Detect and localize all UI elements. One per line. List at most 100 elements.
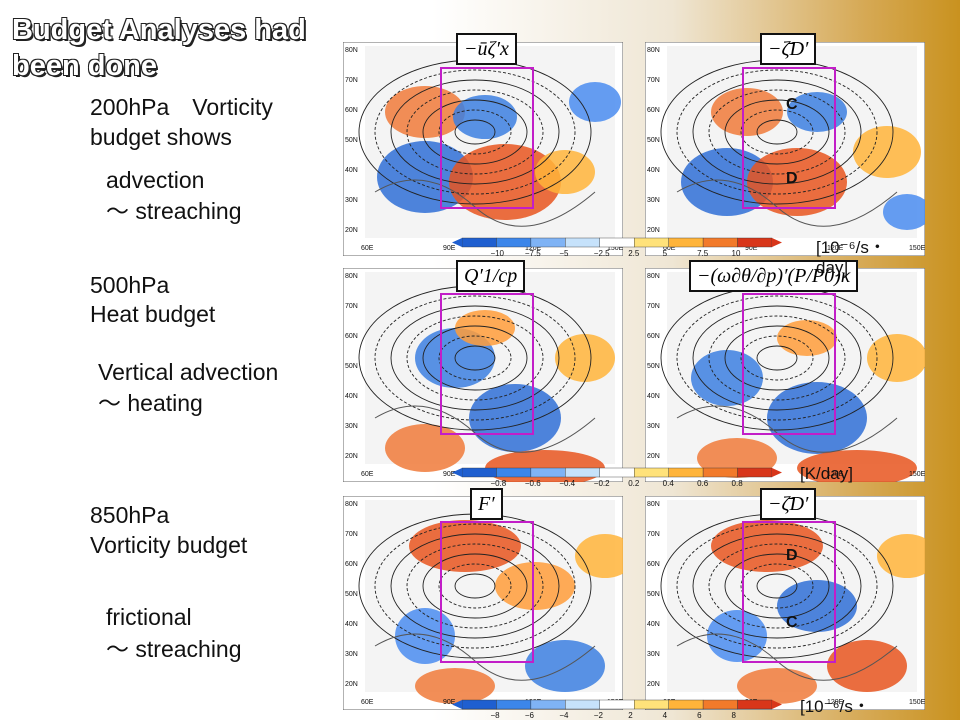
unit-heat: [K/day]	[800, 464, 853, 483]
unit-vorticity-200: [10⁻⁶/s・ day]	[816, 238, 886, 277]
svg-text:0.4: 0.4	[663, 479, 675, 488]
svg-text:70N: 70N	[345, 303, 358, 310]
text-streaching-1: 〜 streaching	[106, 198, 242, 224]
svg-text:2: 2	[628, 711, 633, 720]
svg-text:−2: −2	[594, 711, 604, 720]
svg-text:20N: 20N	[647, 453, 660, 460]
label-vertical-advection: −(ω∂θ/∂p)′(P/P0)κ	[689, 260, 859, 292]
svg-text:−10: −10	[490, 249, 504, 258]
text-frictional: frictional	[106, 604, 192, 630]
svg-text:40N: 40N	[345, 621, 358, 628]
label-stretching-term-850: −ζ̄D′	[760, 488, 817, 520]
svg-text:30N: 30N	[647, 651, 660, 658]
svg-text:4: 4	[663, 711, 668, 720]
svg-text:10: 10	[732, 249, 741, 258]
svg-text:30N: 30N	[345, 423, 358, 430]
svg-text:60N: 60N	[345, 107, 358, 114]
svg-text:2.5: 2.5	[628, 249, 640, 258]
svg-text:60N: 60N	[345, 561, 358, 568]
svg-text:120E: 120E	[827, 245, 844, 252]
map-panel-1: 80N 70N 60N 50N 40N 30N 20N 60E 90E 120E 150E	[343, 42, 623, 256]
text-850hpa: 850hPa	[90, 502, 170, 528]
svg-text:0.8: 0.8	[732, 479, 744, 488]
colorbar-heat-500: −0.8 −0.6 −0.4 −0.2 0.2 0.4 0.6 0.8	[452, 467, 782, 488]
svg-text:−0.2: −0.2	[594, 479, 610, 488]
svg-text:60E: 60E	[663, 245, 676, 252]
svg-text:150E: 150E	[909, 699, 925, 706]
text-200hpa: 200hPa Vorticity budget shows	[90, 94, 273, 150]
svg-text:40N: 40N	[345, 393, 358, 400]
label-advection-term: −ūζ′x	[456, 33, 517, 65]
svg-text:50N: 50N	[345, 137, 358, 144]
svg-text:60E: 60E	[361, 245, 374, 252]
svg-text:70N: 70N	[647, 77, 660, 84]
svg-text:80N: 80N	[647, 501, 660, 508]
text-heat-budget: Heat budget	[90, 301, 216, 327]
svg-text:5: 5	[663, 249, 668, 258]
svg-text:150E: 150E	[909, 471, 925, 478]
svg-text:0.6: 0.6	[697, 479, 709, 488]
svg-text:80N: 80N	[647, 47, 660, 54]
svg-text:90E: 90E	[443, 471, 456, 478]
marker-c-200: C	[786, 96, 798, 113]
svg-text:30N: 30N	[647, 423, 660, 430]
svg-text:50N: 50N	[647, 363, 660, 370]
svg-text:90E: 90E	[443, 245, 456, 252]
colorbar-vorticity-200: −10 −7.5 −5 −2.5 2.5 5 7.5 10	[452, 237, 782, 258]
svg-text:−7.5: −7.5	[525, 249, 541, 258]
marker-d-200: D	[786, 170, 798, 187]
text-vertical-advection: Vertical advection	[98, 359, 279, 385]
text-streaching-2: 〜 streaching	[106, 636, 242, 662]
label-stretching-term-200: −ζ̄D′	[760, 33, 817, 65]
svg-text:60E: 60E	[361, 471, 374, 478]
label-diabatic-heating: Q′1/cp	[456, 260, 526, 292]
svg-text:−0.4: −0.4	[559, 479, 575, 488]
svg-text:80N: 80N	[647, 273, 660, 280]
svg-text:20N: 20N	[647, 681, 660, 688]
svg-text:60N: 60N	[345, 333, 358, 340]
svg-text:90E: 90E	[443, 699, 456, 706]
text-vorticity-budget: Vorticity budget	[90, 532, 248, 558]
svg-text:70N: 70N	[345, 531, 358, 538]
svg-text:30N: 30N	[345, 651, 358, 658]
svg-text:20N: 20N	[647, 227, 660, 234]
text-500hpa: 500hPa	[90, 272, 170, 298]
text-advection: advection	[106, 167, 205, 193]
text-heating: 〜 heating	[98, 390, 203, 416]
svg-text:6: 6	[697, 711, 702, 720]
marker-c-850: C	[786, 614, 798, 631]
svg-text:−2.5: −2.5	[594, 249, 610, 258]
svg-text:20N: 20N	[345, 681, 358, 688]
colorbar-vorticity-850: −8 −6 −4 −2 2 4 6 8	[452, 699, 782, 720]
unit-vorticity-850: [10⁻⁶/s・	[800, 697, 870, 716]
svg-text:50N: 50N	[647, 137, 660, 144]
svg-text:30N: 30N	[345, 197, 358, 204]
svg-text:−8: −8	[490, 711, 500, 720]
svg-text:40N: 40N	[647, 167, 660, 174]
svg-text:70N: 70N	[647, 303, 660, 310]
svg-text:50N: 50N	[345, 591, 358, 598]
svg-text:20N: 20N	[345, 453, 358, 460]
svg-text:−4: −4	[559, 711, 569, 720]
svg-text:60N: 60N	[647, 561, 660, 568]
svg-text:120E: 120E	[827, 699, 844, 706]
map-panel-2: 80N 70N 60N 50N 40N 30N 20N 60E 90E 120E 150E	[645, 42, 925, 256]
svg-text:70N: 70N	[345, 77, 358, 84]
svg-text:150E: 150E	[909, 245, 925, 252]
svg-text:40N: 40N	[647, 621, 660, 628]
svg-text:−6: −6	[525, 711, 535, 720]
svg-text:150E: 150E	[607, 245, 623, 252]
svg-text:0.2: 0.2	[628, 479, 640, 488]
svg-text:−5: −5	[559, 249, 569, 258]
svg-text:60E: 60E	[361, 699, 374, 706]
svg-text:90E: 90E	[745, 245, 758, 252]
svg-text:70N: 70N	[647, 531, 660, 538]
svg-text:−0.8: −0.8	[490, 479, 506, 488]
svg-text:20N: 20N	[345, 227, 358, 234]
svg-text:8: 8	[732, 711, 737, 720]
svg-text:60N: 60N	[647, 333, 660, 340]
svg-text:7.5: 7.5	[697, 249, 709, 258]
marker-d-850: D	[786, 547, 798, 564]
